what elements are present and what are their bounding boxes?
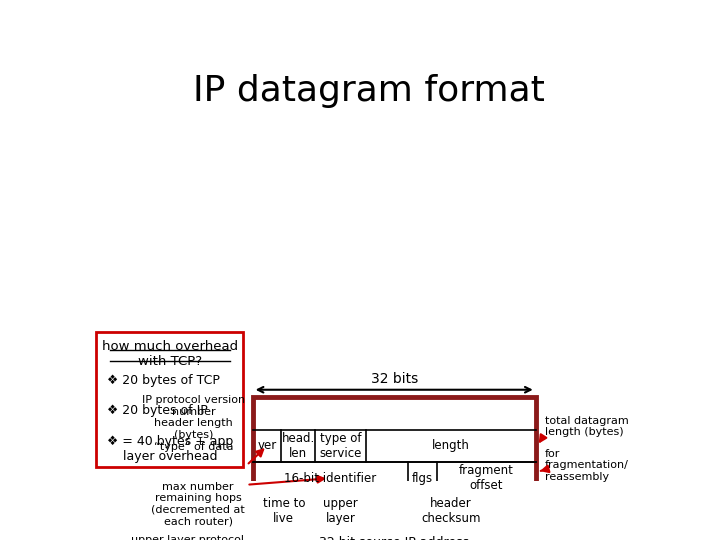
Text: 32 bit source IP address: 32 bit source IP address bbox=[319, 536, 469, 540]
Bar bbox=[96, 332, 243, 467]
Text: 32 bits: 32 bits bbox=[371, 372, 418, 386]
Text: 16-bit identifier: 16-bit identifier bbox=[284, 472, 377, 485]
Text: time to
live: time to live bbox=[263, 497, 305, 525]
Bar bbox=[253, 397, 536, 540]
Text: flgs: flgs bbox=[412, 472, 433, 485]
Text: head.
len: head. len bbox=[282, 432, 315, 460]
Text: IP protocol version
number
header length
(bytes)
“type” of data: IP protocol version number header length… bbox=[142, 395, 245, 451]
Text: total datagram
length (bytes): total datagram length (bytes) bbox=[545, 416, 629, 437]
Text: for
fragmentation/
reassembly: for fragmentation/ reassembly bbox=[545, 449, 629, 482]
Text: length: length bbox=[432, 440, 469, 453]
Text: ❖ 20 bytes of IP: ❖ 20 bytes of IP bbox=[107, 404, 208, 417]
Text: max number
remaining hops
(decremented at
each router): max number remaining hops (decremented a… bbox=[151, 482, 245, 526]
Text: ❖ = 40 bytes + app
    layer overhead: ❖ = 40 bytes + app layer overhead bbox=[107, 435, 233, 463]
Text: how much overhead
with TCP?: how much overhead with TCP? bbox=[102, 340, 238, 368]
Text: header
checksum: header checksum bbox=[421, 497, 480, 525]
Text: fragment
offset: fragment offset bbox=[459, 464, 513, 492]
Text: upper layer protocol
to deliver payload to: upper layer protocol to deliver payload … bbox=[130, 535, 245, 540]
Text: ver: ver bbox=[257, 440, 276, 453]
Text: upper
layer: upper layer bbox=[323, 497, 358, 525]
Text: type of
service: type of service bbox=[319, 432, 361, 460]
Text: IP datagram format: IP datagram format bbox=[193, 74, 545, 108]
Text: ❖ 20 bytes of TCP: ❖ 20 bytes of TCP bbox=[107, 374, 220, 387]
